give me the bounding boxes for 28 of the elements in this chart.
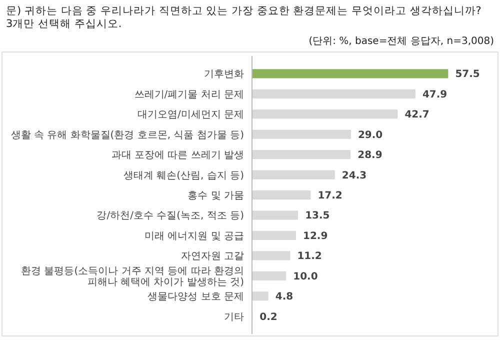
data-label: 29.0 [358,130,383,141]
y-tick-label: 강/하천/호수 수질(녹조, 적조 등) [96,210,244,222]
data-label: 17.2 [318,190,342,202]
data-label: 24.3 [342,170,367,182]
data-label: 10.0 [293,271,318,282]
data-label: 12.9 [303,230,328,242]
y-tick-label: 생물다양성 보호 문제 [148,292,244,303]
data-label: 11.2 [297,251,322,262]
y-tick-label: 환경 불평등(소득이나 거주 지역 등에 따라 환경의 피해나 혜택에 차이가 발생하는 것) [21,266,244,288]
chart-title: 문) 귀하는 다음 중 우리나라가 직면하고 있는 가장 중요한 환경문제는 무엇이라고 생각하십니까? 3개만 선택해 주십시오. [6,5,482,30]
data-label: 47.9 [422,89,448,100]
chart-subtitle: (단위: %, base=전체 응답자, n=3,008) [308,36,494,47]
y-tick-label: 자연자원 고갈 [180,251,244,262]
y-tick-label: 홍수 및 가뭄 [188,190,244,202]
data-label: 4.8 [275,292,294,303]
y-tick-label: 기후변화 [204,69,244,80]
data-label: 13.5 [305,210,330,222]
y-tick-label: 기타 [224,312,244,323]
y-tick-label: 생태계 훼손(산림, 습지 등) [123,170,244,182]
y-tick-label: 미래 에너지원 및 공급 [144,230,244,242]
data-label: 57.5 [455,69,480,80]
y-tick-label: 대기오염/미세먼지 문제 [137,110,244,121]
data-label: 42.7 [404,110,430,121]
data-label: 28.9 [358,150,382,162]
y-tick-label: 쓰레기/폐기물 처리 문제 [134,89,244,100]
y-tick-label: 생활 속 유해 화학물질(환경 호르몬, 식품 첨가물 등) [10,130,244,141]
data-label: 0.2 [260,312,278,323]
y-tick-label: 과대 포장에 따른 쓰레기 발생 [111,150,244,162]
